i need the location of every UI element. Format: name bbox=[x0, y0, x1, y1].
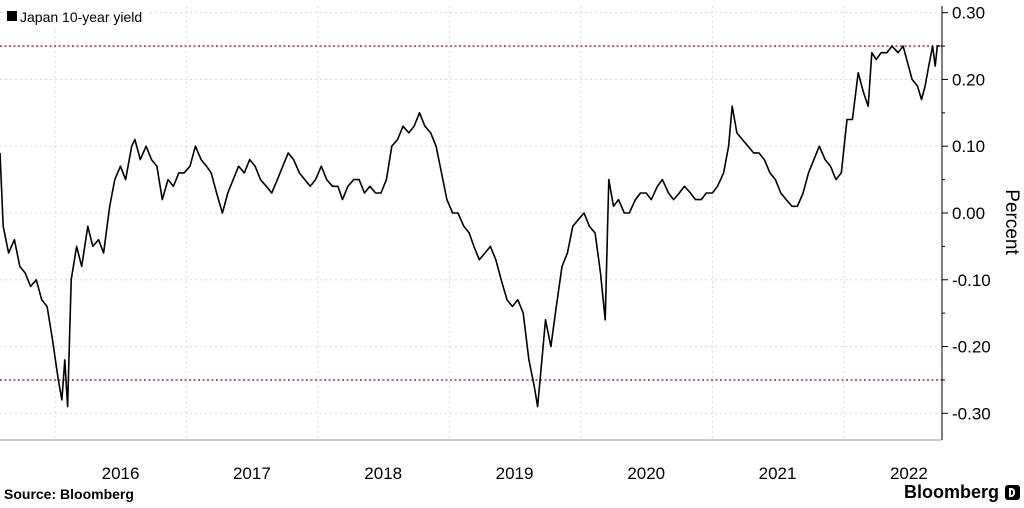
reference-lines bbox=[0, 45, 942, 381]
brand-logo: Bloomberg bbox=[904, 482, 1020, 503]
y-tick-label: -0.10 bbox=[952, 271, 991, 290]
grid bbox=[0, 6, 942, 440]
x-tick-label: 2022 bbox=[890, 464, 928, 483]
series-line bbox=[0, 45, 940, 408]
y-tick-label: -0.30 bbox=[952, 404, 991, 423]
x-tick-label: 2021 bbox=[759, 464, 797, 483]
y-tick-label: 0.30 bbox=[952, 4, 985, 23]
y-axis-label: Percent bbox=[1001, 189, 1022, 255]
series-layer bbox=[0, 45, 940, 408]
y-tick-label: 0.10 bbox=[952, 137, 985, 156]
legend: Japan 10-year yield bbox=[2, 5, 149, 29]
x-tick-label: 2018 bbox=[364, 464, 402, 483]
legend-background bbox=[2, 5, 149, 29]
y-tick-label: -0.20 bbox=[952, 338, 991, 357]
y-tick-label: 0.00 bbox=[952, 204, 985, 223]
source-note: Source: Bloomberg bbox=[4, 486, 134, 502]
x-tick-label: 2019 bbox=[496, 464, 534, 483]
legend-label: Japan 10-year yield bbox=[20, 9, 142, 25]
y-tick-label: 0.20 bbox=[952, 70, 985, 89]
bloomberg-icon bbox=[1005, 485, 1020, 500]
legend-swatch bbox=[7, 11, 17, 21]
x-axis-ticks: 2016 2017 2018 2019 2020 2021 2022 bbox=[102, 464, 928, 483]
x-tick-label: 2017 bbox=[233, 464, 271, 483]
brand-name: Bloomberg bbox=[903, 482, 999, 502]
y-axis-ticks: 0.30 0.20 0.10 0.00 -0.10 -0.20 -0.30 bbox=[942, 4, 991, 423]
x-tick-label: 2016 bbox=[102, 464, 140, 483]
x-tick-label: 2020 bbox=[627, 464, 665, 483]
